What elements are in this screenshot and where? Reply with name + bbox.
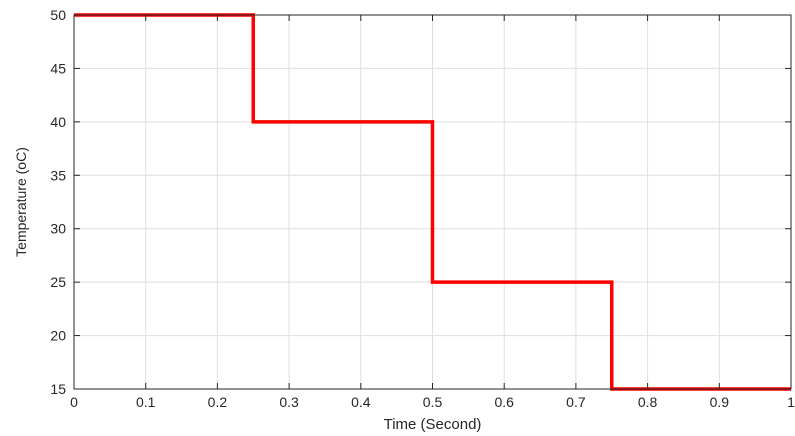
y-tick-label: 45: [50, 60, 66, 76]
y-axis-ticks: 15 20 25 30 35 40 45 50: [50, 7, 791, 397]
series-line: [74, 13, 791, 391]
x-axis-label: Time (Second): [384, 416, 482, 433]
x-tick-label: 0.6: [494, 394, 514, 410]
y-tick-label: 20: [50, 328, 66, 344]
y-tick-label: 30: [50, 221, 66, 237]
x-tick-label: 0.5: [423, 394, 443, 410]
y-axis-label: Temperature (oC): [13, 147, 29, 257]
x-tick-label: 0.3: [279, 394, 299, 410]
y-tick-label: 50: [50, 7, 66, 23]
x-tick-label: 1: [787, 394, 795, 410]
y-tick-label: 40: [50, 114, 66, 130]
series-layer: [74, 13, 791, 391]
y-tick-label: 25: [50, 274, 66, 290]
x-tick-label: 0.1: [136, 394, 156, 410]
x-axis-ticks: 0 0.1 0.2 0.3 0.4 0.5 0.6 0.7 0.8 0.9 1: [70, 15, 795, 410]
x-tick-label: 0.2: [208, 394, 228, 410]
x-tick-label: 0.7: [566, 394, 586, 410]
x-tick-label: 0.8: [638, 394, 658, 410]
y-tick-label: 15: [50, 381, 66, 397]
x-tick-label: 0.4: [351, 394, 371, 410]
x-tick-label: 0: [70, 394, 78, 410]
y-tick-label: 35: [50, 167, 66, 183]
x-tick-label: 0.9: [710, 394, 730, 410]
